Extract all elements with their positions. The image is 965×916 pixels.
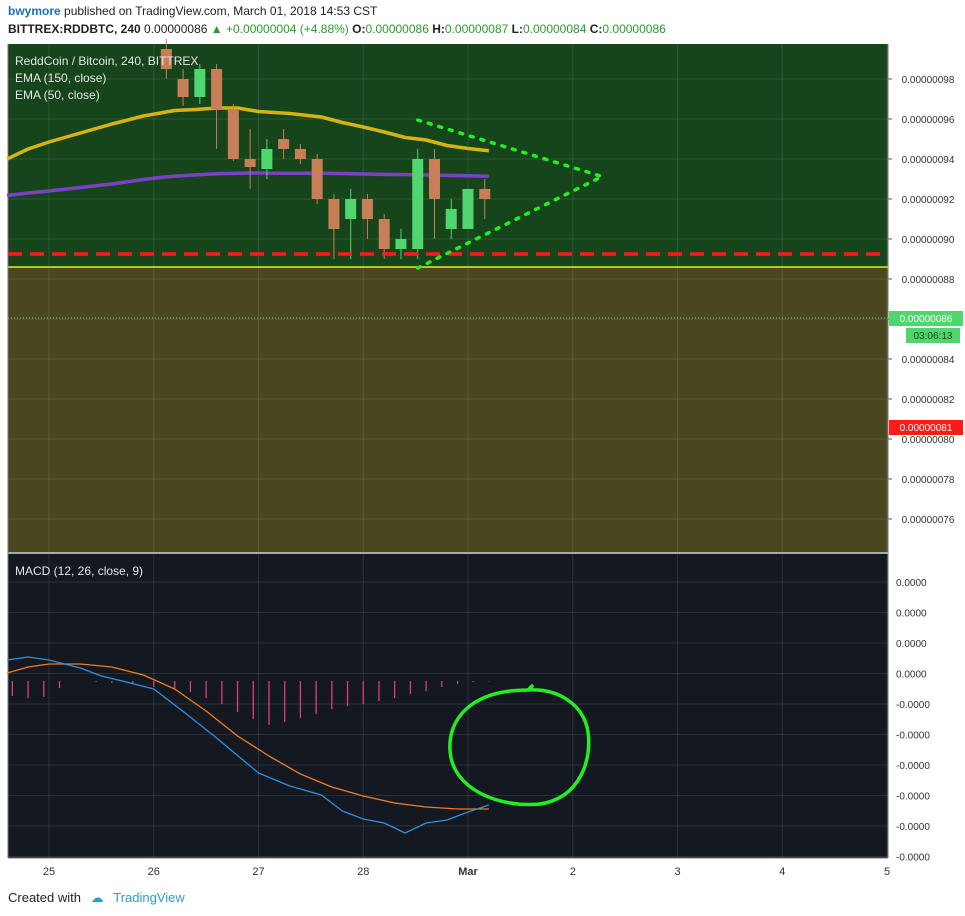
price-tick-label: 0.00000078 bbox=[902, 475, 955, 486]
legend-macd: MACD (12, 26, close, 9) bbox=[15, 564, 143, 578]
price-tick-label: 0.00000094 bbox=[902, 155, 955, 166]
low-label: L: bbox=[511, 22, 523, 36]
axis-background bbox=[888, 44, 965, 858]
price-tick-label: 0.00000088 bbox=[902, 275, 955, 286]
legend-title: ReddCoin / Bitcoin, 240, BITTREX bbox=[15, 54, 198, 68]
time-tick-label: 27 bbox=[252, 866, 264, 878]
time-tick-label: 25 bbox=[43, 866, 55, 878]
support-price-badge bbox=[889, 420, 963, 435]
macd-tick-label: 0.0000 bbox=[896, 670, 927, 681]
time-tick-label: 26 bbox=[148, 866, 160, 878]
macd-tick-label: -0.0000 bbox=[896, 822, 930, 833]
tradingview-cloud-icon: ☁ bbox=[90, 890, 104, 905]
price-tick-label: 0.00000098 bbox=[902, 75, 955, 86]
legend-ema150: EMA (150, close) bbox=[15, 71, 106, 85]
candle-up bbox=[412, 159, 424, 249]
circle-annotation bbox=[448, 684, 591, 807]
price-pane-background bbox=[8, 44, 888, 267]
low-value: 0.00000084 bbox=[522, 22, 587, 36]
time-tick-label: 2 bbox=[570, 866, 576, 878]
close-value: 0.00000086 bbox=[602, 22, 666, 36]
candle-down bbox=[278, 139, 290, 149]
candle-down bbox=[227, 109, 239, 159]
price-change: +0.00000004 (+4.88%) bbox=[226, 22, 349, 36]
candle-down bbox=[361, 199, 373, 219]
macd-tick-label: -0.0000 bbox=[896, 731, 930, 742]
time-axis-background bbox=[8, 858, 888, 880]
candle-down bbox=[428, 159, 440, 199]
created-with-text: Created with bbox=[8, 890, 81, 905]
candle-down bbox=[479, 189, 491, 199]
last-price: 0.00000086 bbox=[144, 22, 208, 36]
countdown-badge bbox=[906, 328, 960, 343]
support-price-badge-label: 0.00000081 bbox=[900, 423, 953, 434]
author-link[interactable]: bwymore bbox=[8, 4, 61, 18]
tradingview-link[interactable]: TradingView bbox=[113, 890, 185, 905]
last-price-badge-label: 0.00000086 bbox=[900, 314, 953, 325]
macd-tick-label: 0.0000 bbox=[896, 639, 927, 650]
time-tick-label: 3 bbox=[674, 866, 680, 878]
candle-up bbox=[395, 239, 407, 249]
price-tick-label: 0.00000092 bbox=[902, 195, 955, 206]
high-label: H: bbox=[432, 22, 445, 36]
candle-up bbox=[462, 189, 474, 229]
macd-tick-label: 0.0000 bbox=[896, 578, 927, 589]
price-tick-label: 0.00000080 bbox=[902, 435, 955, 446]
macd-line bbox=[7, 656, 490, 834]
price-tick-label: 0.00000090 bbox=[902, 235, 955, 246]
time-tick-label: Mar bbox=[458, 866, 478, 878]
candle-down bbox=[211, 69, 223, 109]
candle-down bbox=[311, 159, 323, 199]
published-text: published on TradingView.com, March 01, … bbox=[64, 4, 378, 18]
time-tick-label: 4 bbox=[779, 866, 785, 878]
macd-signal-line bbox=[6, 663, 489, 810]
high-value: 0.00000087 bbox=[444, 22, 509, 36]
open-label: O: bbox=[352, 22, 366, 36]
candle-down bbox=[177, 79, 189, 97]
legend-ema50: EMA (50, close) bbox=[15, 88, 100, 102]
price-tick-label: 0.00000076 bbox=[902, 515, 955, 526]
candle-down bbox=[294, 149, 306, 159]
candle-up bbox=[194, 69, 206, 97]
open-value: 0.00000086 bbox=[365, 22, 429, 36]
candle-down bbox=[328, 199, 340, 229]
candle-down bbox=[378, 219, 390, 249]
price-tick-label: 0.00000082 bbox=[902, 395, 955, 406]
chart-header-line1: bwymore published on TradingView.com, Ma… bbox=[8, 4, 377, 18]
last-price-badge bbox=[889, 311, 963, 326]
candle-up bbox=[445, 209, 457, 229]
candle-up bbox=[261, 149, 273, 169]
macd-tick-label: -0.0000 bbox=[896, 792, 930, 803]
time-tick-label: 5 bbox=[884, 866, 890, 878]
triangle-pattern bbox=[415, 118, 607, 270]
macd-tick-label: -0.0000 bbox=[896, 853, 930, 864]
macd-pane-background bbox=[8, 554, 888, 858]
macd-tick-label: 0.0000 bbox=[896, 609, 927, 620]
countdown-label: 03:06:13 bbox=[914, 331, 953, 342]
time-tick-label: 28 bbox=[357, 866, 369, 878]
price-tick-label: 0.00000096 bbox=[902, 115, 955, 126]
candle-down bbox=[244, 159, 256, 167]
chart-header-line2: BITTREX:RDDBTC, 240 0.00000086 ▲ +0.0000… bbox=[8, 22, 666, 36]
macd-tick-label: -0.0000 bbox=[896, 761, 930, 772]
price-tick-label: 0.00000084 bbox=[902, 355, 955, 366]
close-label: C: bbox=[589, 22, 603, 36]
ema150-line bbox=[6, 106, 490, 161]
support-zone-background bbox=[8, 267, 888, 552]
symbol-label: BITTREX:RDDBTC, 240 bbox=[8, 22, 141, 36]
candle-down bbox=[160, 49, 172, 69]
up-triangle-icon: ▲ bbox=[210, 22, 223, 36]
footer: Created with ☁ TradingView bbox=[8, 890, 185, 906]
macd-tick-label: -0.0000 bbox=[896, 700, 930, 711]
candle-up bbox=[345, 199, 357, 219]
